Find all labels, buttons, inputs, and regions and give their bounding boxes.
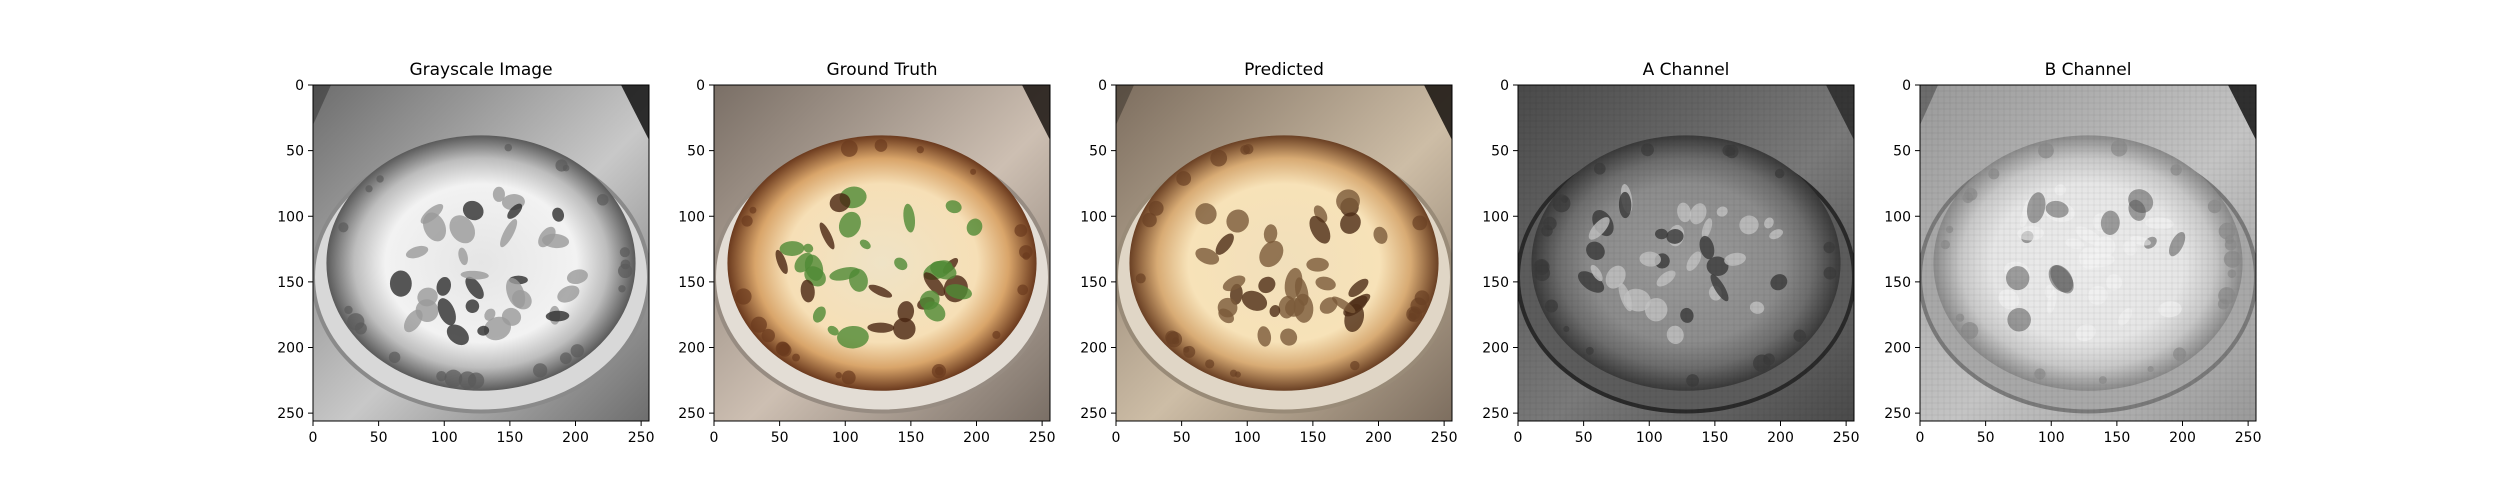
y-tick-label: 50 — [1491, 144, 1509, 160]
y-tick-label: 100 — [678, 209, 705, 225]
x-tick-label: 200 — [963, 430, 990, 446]
panel-image — [1518, 85, 1854, 421]
y-tick-label: 50 — [286, 144, 304, 160]
y-tick-label: 0 — [295, 78, 304, 94]
panel-image — [313, 85, 649, 421]
y-tick-label: 250 — [678, 406, 705, 422]
x-tick-label: 200 — [2169, 430, 2196, 446]
y-tick-label: 50 — [1893, 144, 1911, 160]
y-tick-label: 200 — [1482, 341, 1509, 357]
x-tick-label: 150 — [2104, 430, 2131, 446]
y-tick-label: 100 — [1080, 209, 1107, 225]
x-tick-label: 50 — [1173, 430, 1191, 446]
x-tick-label: 100 — [2038, 430, 2065, 446]
panel-a-channel: A Channel 0 50 100 150 200 250 0 50 100 150 200 250 — [1482, 60, 1859, 446]
y-tick-label: 0 — [1902, 78, 1911, 94]
y-tick-label: 150 — [1884, 275, 1911, 291]
x-tick-label: 250 — [1029, 430, 1056, 446]
x-tick-label: 200 — [1767, 430, 1794, 446]
panel-title: Grayscale Image — [409, 60, 552, 80]
x-tick-label: 150 — [497, 430, 524, 446]
panel-predicted: Predicted 0 50 100 150 200 250 0 50 100 150 200 250 — [1080, 60, 1457, 446]
x-tick-label: 100 — [431, 430, 458, 446]
x-tick-label: 150 — [1702, 430, 1729, 446]
y-tick-label: 50 — [687, 144, 705, 160]
x-tick-label: 50 — [370, 430, 388, 446]
x-tick-label: 150 — [898, 430, 925, 446]
x-tick-label: 250 — [628, 430, 655, 446]
x-tick-label: 50 — [1977, 430, 1995, 446]
x-tick-label: 200 — [562, 430, 589, 446]
x-tick-label: 250 — [1431, 430, 1458, 446]
y-tick-label: 0 — [1500, 78, 1509, 94]
y-tick-label: 200 — [277, 341, 304, 357]
x-tick-label: 0 — [1514, 430, 1523, 446]
panel-b-channel: B Channel 0 50 100 150 200 250 0 50 100 150 200 250 — [1884, 60, 2261, 446]
axes-frame — [312, 84, 650, 422]
panel-title: Ground Truth — [826, 60, 937, 80]
y-tick-label: 0 — [696, 78, 705, 94]
x-tick-label: 50 — [771, 430, 789, 446]
x-tick-label: 100 — [832, 430, 859, 446]
y-tick-label: 150 — [1080, 275, 1107, 291]
x-tick-label: 250 — [2235, 430, 2262, 446]
y-tick-label: 200 — [1884, 341, 1911, 357]
axes-frame — [713, 84, 1051, 422]
panel-ground-truth: Ground Truth 0 50 100 150 200 250 0 50 100 150 200 2… — [678, 60, 1055, 446]
y-tick-label: 0 — [1098, 78, 1107, 94]
y-tick-label: 200 — [678, 341, 705, 357]
axes-frame — [1517, 84, 1855, 422]
axes-frame — [1919, 84, 2257, 422]
y-tick-label: 100 — [1884, 209, 1911, 225]
x-tick-label: 100 — [1234, 430, 1261, 446]
y-tick-label: 100 — [277, 209, 304, 225]
panel-image — [1920, 85, 2256, 421]
y-tick-label: 150 — [1482, 275, 1509, 291]
y-tick-label: 200 — [1080, 341, 1107, 357]
y-tick-label: 250 — [1884, 406, 1911, 422]
panel-title: A Channel — [1643, 60, 1730, 80]
y-tick-label: 250 — [1482, 406, 1509, 422]
x-tick-label: 0 — [710, 430, 719, 446]
axes-frame — [1115, 84, 1453, 422]
panel-image — [714, 85, 1050, 421]
x-tick-label: 100 — [1636, 430, 1663, 446]
x-tick-label: 200 — [1365, 430, 1392, 446]
x-tick-label: 0 — [309, 430, 318, 446]
y-tick-label: 150 — [678, 275, 705, 291]
y-tick-label: 150 — [277, 275, 304, 291]
y-tick-label: 250 — [277, 406, 304, 422]
y-tick-label: 50 — [1089, 144, 1107, 160]
panel-image — [1116, 85, 1452, 421]
y-tick-label: 100 — [1482, 209, 1509, 225]
panel-title: B Channel — [2045, 60, 2132, 80]
x-tick-label: 150 — [1300, 430, 1327, 446]
y-tick-label: 250 — [1080, 406, 1107, 422]
x-tick-label: 250 — [1833, 430, 1860, 446]
panel-title: Predicted — [1244, 60, 1324, 80]
x-tick-label: 50 — [1575, 430, 1593, 446]
panel-grayscale: Grayscale Image 0 50 100 150 200 250 0 50 100 150 2… — [277, 60, 654, 446]
x-tick-label: 0 — [1112, 430, 1121, 446]
x-tick-label: 0 — [1916, 430, 1925, 446]
